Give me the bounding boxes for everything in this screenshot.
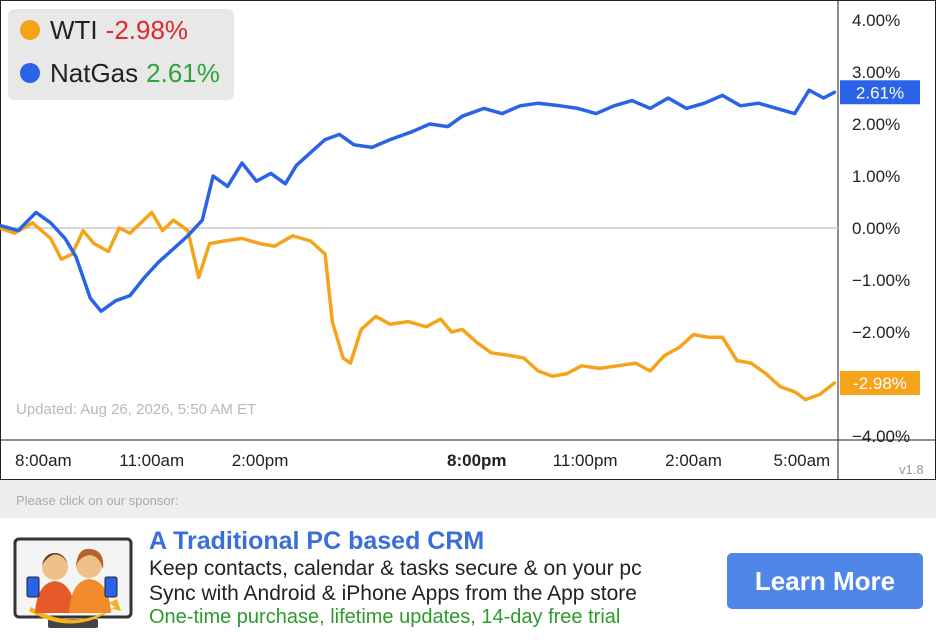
chart-panel: 4.00% 3.00% 2.00% 1.00% 0.00% −1.00% −2.00% −4.…: [0, 0, 936, 480]
wti-dot-icon: [20, 20, 40, 40]
ad-line-3: One-time purchase, lifetime updates, 14-…: [149, 606, 621, 628]
y-tick-label: 2.00%: [852, 115, 900, 134]
price-chart: 4.00% 3.00% 2.00% 1.00% 0.00% −1.00% −2.00% −4.…: [0, 0, 936, 480]
legend-item-natgas: NatGas 2.61%: [20, 58, 220, 88]
version-label: v1.8: [899, 462, 924, 477]
x-tick-label: 11:00pm: [553, 451, 618, 470]
series-line-wti: [0, 210, 837, 402]
y-tick-label: 4.00%: [852, 11, 900, 30]
series-line-natgas: [0, 88, 837, 313]
end-value-label: -2.98%: [853, 374, 907, 393]
legend-value-natgas: 2.61%: [146, 57, 220, 88]
y-tick-label: −1.00%: [852, 271, 910, 290]
legend-value-wti: -2.98%: [105, 14, 189, 45]
sponsor-ad[interactable]: A Traditional PC based CRM Keep contacts…: [0, 518, 936, 640]
chart-legend: WTI -2.98% NatGas 2.61%: [8, 9, 234, 100]
x-tick-label: 5:00am: [774, 451, 831, 470]
x-tick-label: 8:00am: [15, 451, 72, 470]
end-value-label: 2.61%: [856, 83, 904, 102]
x-tick-label: 11:00am: [119, 451, 184, 470]
sponsor-label: Please click on our sponsor:: [16, 493, 179, 508]
sponsor-bar: Please click on our sponsor:: [0, 480, 936, 518]
x-tick-label: 8:00pm: [447, 451, 507, 470]
ad-title-link[interactable]: A Traditional PC based CRM: [149, 527, 485, 555]
crm-people-icon[interactable]: [13, 537, 133, 630]
ad-line-1: Keep contacts, calendar & tasks secure &…: [149, 557, 642, 580]
learn-more-button[interactable]: Learn More: [727, 553, 923, 609]
y-tick-label: −4.00%: [852, 427, 910, 446]
legend-label-wti: WTI: [50, 14, 98, 45]
natgas-dot-icon: [20, 63, 40, 83]
updated-timestamp: Updated: Aug 26, 2026, 5:50 AM ET: [16, 401, 257, 418]
y-tick-label: 3.00%: [852, 63, 900, 82]
end-value-badge: [840, 370, 920, 395]
ad-line-2: Sync with Android & iPhone Apps from the…: [149, 582, 637, 605]
legend-item-wti: WTI -2.98%: [20, 15, 188, 45]
x-tick-label: 2:00pm: [232, 451, 289, 470]
end-value-badge: [840, 80, 920, 105]
y-tick-label: −2.00%: [852, 323, 910, 342]
x-tick-label: 2:00am: [665, 451, 722, 470]
legend-label-natgas: NatGas: [50, 57, 139, 88]
y-tick-label: 1.00%: [852, 167, 900, 186]
y-tick-label: 0.00%: [852, 219, 900, 238]
